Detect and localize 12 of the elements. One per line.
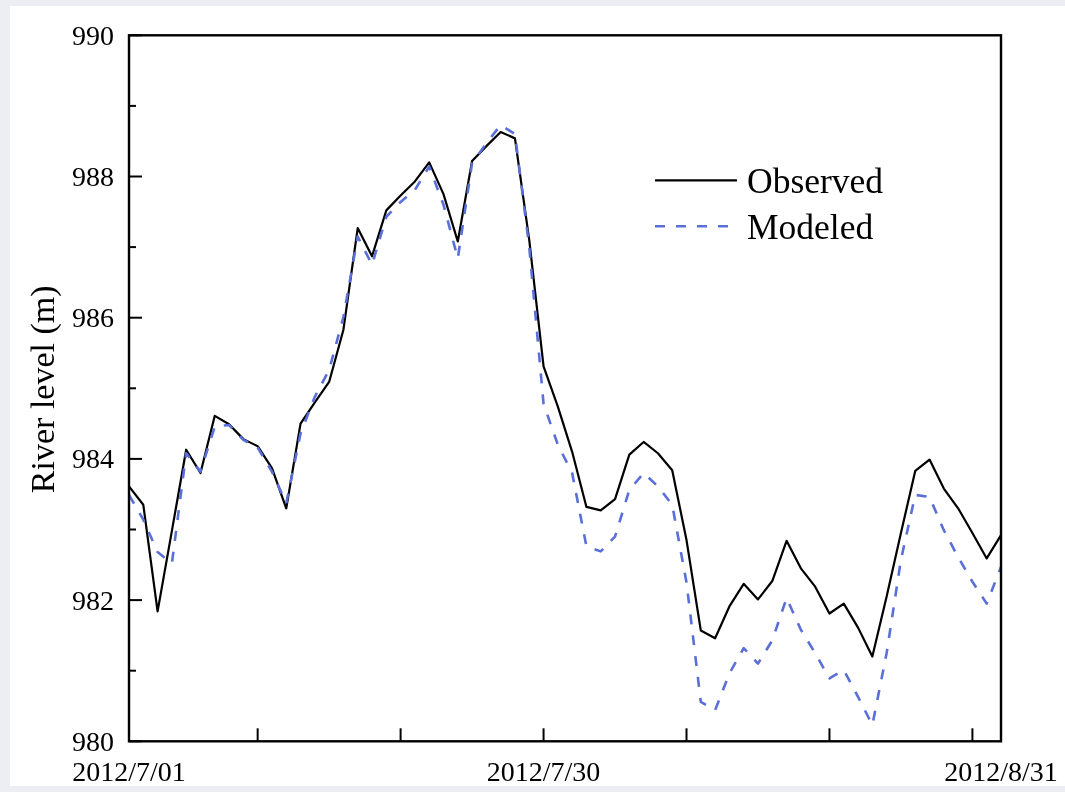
y-tick-label: 988 (72, 161, 114, 192)
legend-label: Observed (747, 161, 884, 202)
y-axis-title: River level (m) (23, 285, 62, 494)
x-tick-label: 2012/8/31 (944, 756, 1058, 787)
y-tick-label: 982 (72, 584, 114, 616)
x-tick-label: 2012/7/01 (72, 756, 186, 787)
y-tick-label: 990 (72, 19, 114, 51)
y-tick-label: 980 (72, 725, 114, 757)
y-tick-label: 984 (72, 443, 114, 475)
y-tick-label: 986 (72, 302, 114, 334)
legend-label: Modeled (747, 207, 874, 248)
x-tick-label: 2012/7/30 (486, 756, 601, 787)
